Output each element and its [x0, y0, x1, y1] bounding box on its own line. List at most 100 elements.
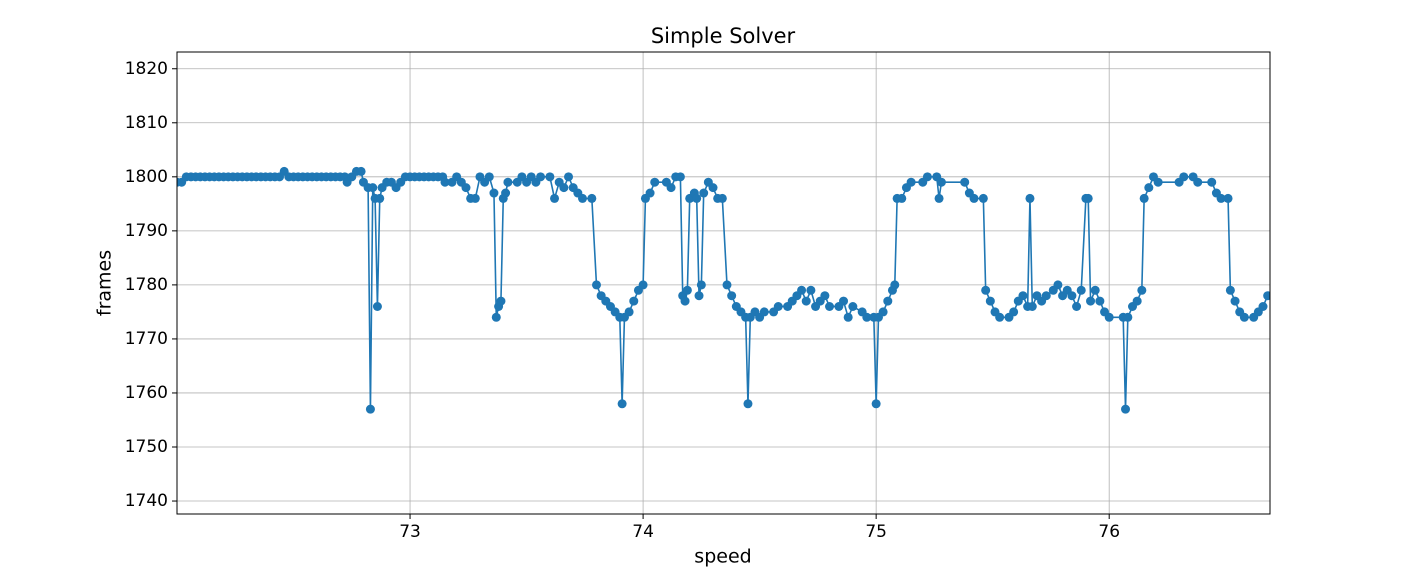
data-point [883, 296, 893, 306]
data-point [890, 280, 900, 290]
y-tick-label: 1790 [125, 221, 168, 241]
data-point [981, 285, 991, 295]
data-point [922, 172, 932, 182]
y-tick-label: 1750 [125, 437, 168, 457]
data-point [368, 183, 378, 193]
data-point [1123, 312, 1133, 322]
data-point [839, 296, 849, 306]
data-point [545, 172, 555, 182]
data-point [696, 280, 706, 290]
data-point [843, 312, 853, 322]
y-tick-label: 1780 [125, 275, 168, 295]
y-tick-label: 1760 [125, 383, 168, 403]
data-point [1104, 312, 1114, 322]
data-point [995, 312, 1005, 322]
data-point [692, 193, 702, 203]
data-point [578, 193, 588, 203]
data-point [848, 302, 858, 312]
y-tick-label: 1740 [125, 491, 168, 511]
x-tick-label: 73 [399, 522, 421, 542]
data-point [708, 183, 718, 193]
data-point [960, 177, 970, 187]
data-point [1132, 296, 1142, 306]
data-point [1258, 302, 1268, 312]
x-tick-label: 74 [632, 522, 654, 542]
data-point [680, 296, 690, 306]
y-tick-label: 1770 [125, 329, 168, 349]
data-point [897, 193, 907, 203]
chart-title: Simple Solver [651, 24, 796, 48]
data-point [871, 399, 881, 409]
data-point [489, 188, 499, 198]
data-point [1095, 296, 1105, 306]
data-point [440, 177, 450, 187]
data-point [356, 166, 366, 176]
data-point [969, 193, 979, 203]
data-point [501, 188, 511, 198]
x-tick-label: 76 [1098, 522, 1120, 542]
data-point [1072, 302, 1082, 312]
data-point [564, 172, 574, 182]
x-tick-label: 75 [865, 522, 887, 542]
data-point [1216, 193, 1226, 203]
data-point [591, 280, 601, 290]
data-point [1086, 296, 1096, 306]
data-point [717, 193, 727, 203]
data-point [1263, 291, 1270, 301]
data-point [484, 172, 494, 182]
data-point [617, 399, 627, 409]
data-point [470, 193, 480, 203]
data-point [682, 285, 692, 295]
axes-frame [176, 51, 1271, 515]
data-point [1153, 177, 1163, 187]
data-point [624, 307, 634, 317]
data-point [550, 193, 560, 203]
data-point [1025, 193, 1035, 203]
data-point [1018, 291, 1028, 301]
data-point [1041, 291, 1051, 301]
data-point [694, 291, 704, 301]
data-point [820, 291, 830, 301]
data-point [1144, 183, 1154, 193]
data-point [1179, 172, 1189, 182]
data-point [699, 188, 709, 198]
data-point [906, 177, 916, 187]
data-point [559, 183, 569, 193]
y-tick-label: 1800 [125, 167, 168, 187]
data-point [666, 183, 676, 193]
y-axis-label: frames [94, 250, 116, 316]
data-point [375, 193, 385, 203]
data-point [587, 193, 597, 203]
data-point [862, 312, 872, 322]
data-point [1090, 285, 1100, 295]
data-point [1067, 291, 1077, 301]
data-point [1009, 307, 1019, 317]
data-point [801, 296, 811, 306]
data-point [1223, 193, 1233, 203]
data-point [978, 193, 988, 203]
data-point [645, 188, 655, 198]
data-point [1225, 285, 1235, 295]
data-point [491, 312, 501, 322]
data-point [1053, 280, 1063, 290]
data-point [365, 404, 375, 414]
data-point [1137, 285, 1147, 295]
data-point [722, 280, 732, 290]
plot-area [177, 166, 1270, 414]
data-point [1207, 177, 1217, 187]
data-point [878, 307, 888, 317]
data-point [650, 177, 660, 187]
data-line [177, 170, 1269, 410]
y-tick-label: 1820 [125, 59, 168, 79]
data-point [773, 302, 783, 312]
x-axis-label: speed [694, 546, 751, 568]
data-point [1239, 312, 1249, 322]
data-point [629, 296, 639, 306]
data-point [743, 399, 753, 409]
data-point [1193, 177, 1203, 187]
data-point [536, 172, 546, 182]
data-point [1083, 193, 1093, 203]
data-point [806, 285, 816, 295]
data-point [1230, 296, 1240, 306]
